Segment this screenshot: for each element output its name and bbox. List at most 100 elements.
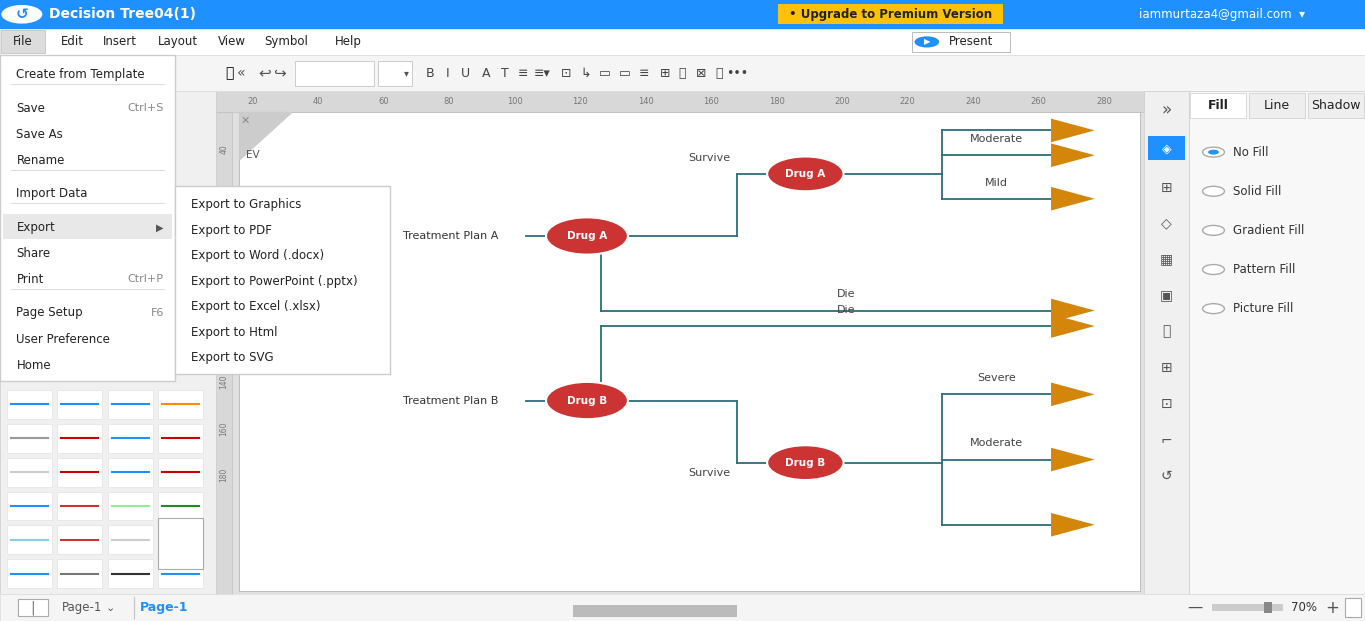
Text: 60: 60 (220, 191, 228, 201)
FancyBboxPatch shape (239, 112, 1140, 591)
Text: Survive: Survive (689, 468, 730, 478)
Polygon shape (239, 112, 293, 161)
Text: Decision Tree04(1): Decision Tree04(1) (49, 7, 197, 21)
Text: 40: 40 (220, 144, 228, 154)
Text: iammurtaza4@gmail.com  ▾: iammurtaza4@gmail.com ▾ (1138, 8, 1305, 20)
Text: 180: 180 (220, 468, 228, 483)
Circle shape (915, 36, 939, 48)
Circle shape (1203, 225, 1224, 235)
FancyBboxPatch shape (7, 560, 52, 588)
Text: Share: Share (16, 247, 51, 260)
FancyBboxPatch shape (0, 55, 175, 381)
Text: +: + (1325, 599, 1339, 617)
Text: Treatment Plan A: Treatment Plan A (403, 231, 498, 241)
FancyBboxPatch shape (7, 390, 52, 419)
Text: Solid Fill: Solid Fill (1233, 185, 1280, 197)
Text: Page-1: Page-1 (61, 601, 102, 614)
FancyBboxPatch shape (7, 458, 52, 487)
Polygon shape (1051, 448, 1095, 471)
Text: 280: 280 (1096, 97, 1112, 106)
FancyBboxPatch shape (216, 91, 1144, 594)
Text: ⊠: ⊠ (696, 67, 707, 79)
Text: ≡▾: ≡▾ (534, 67, 550, 79)
Text: 100: 100 (220, 281, 228, 296)
FancyBboxPatch shape (158, 518, 203, 569)
Circle shape (1203, 265, 1224, 274)
FancyBboxPatch shape (57, 390, 102, 419)
Text: T: T (501, 67, 509, 79)
Text: Print: Print (16, 273, 44, 286)
Text: ▾: ▾ (404, 68, 409, 78)
Text: 80: 80 (220, 237, 228, 247)
Text: No Fill: No Fill (1233, 146, 1268, 158)
FancyBboxPatch shape (158, 560, 203, 588)
FancyBboxPatch shape (57, 525, 102, 555)
Text: Export to Excel (.xlsx): Export to Excel (.xlsx) (191, 301, 321, 313)
Text: Moderate: Moderate (971, 438, 1022, 448)
Text: ▭: ▭ (599, 67, 610, 79)
Text: Export to PowerPoint (.pptx): Export to PowerPoint (.pptx) (191, 275, 358, 288)
FancyBboxPatch shape (232, 604, 1137, 618)
Circle shape (767, 156, 844, 191)
Text: 🔒: 🔒 (715, 67, 723, 79)
Text: Drug A: Drug A (566, 231, 607, 241)
FancyBboxPatch shape (0, 29, 1365, 55)
FancyBboxPatch shape (3, 214, 172, 239)
Text: 100: 100 (506, 97, 523, 106)
Text: ↺: ↺ (15, 7, 29, 22)
FancyBboxPatch shape (0, 594, 1365, 621)
Text: ▭: ▭ (620, 67, 631, 79)
FancyBboxPatch shape (7, 525, 52, 555)
FancyBboxPatch shape (1148, 136, 1185, 160)
Text: Severe: Severe (977, 373, 1016, 383)
FancyBboxPatch shape (295, 61, 374, 86)
Text: 200: 200 (834, 97, 850, 106)
Text: Gradient Fill: Gradient Fill (1233, 224, 1304, 237)
FancyBboxPatch shape (57, 560, 102, 588)
FancyBboxPatch shape (57, 458, 102, 487)
FancyBboxPatch shape (108, 492, 153, 520)
Text: Drug A: Drug A (785, 169, 826, 179)
Polygon shape (1051, 119, 1095, 142)
Polygon shape (1051, 187, 1095, 211)
Text: 120: 120 (572, 97, 588, 106)
FancyBboxPatch shape (108, 458, 153, 487)
Text: ⊞: ⊞ (1160, 361, 1173, 374)
Text: Home: Home (16, 359, 51, 371)
FancyBboxPatch shape (0, 0, 1365, 29)
Text: 80: 80 (444, 97, 455, 106)
Text: Export: Export (16, 221, 55, 233)
Text: Export to SVG: Export to SVG (191, 351, 274, 364)
Text: Ctrl+P: Ctrl+P (128, 274, 164, 284)
FancyBboxPatch shape (778, 4, 1003, 24)
Circle shape (1, 5, 42, 24)
Text: Picture Fill: Picture Fill (1233, 302, 1293, 315)
Text: ⊡: ⊡ (1160, 397, 1173, 410)
FancyBboxPatch shape (1144, 91, 1189, 594)
Text: 140: 140 (637, 97, 654, 106)
FancyBboxPatch shape (378, 61, 412, 86)
FancyBboxPatch shape (57, 492, 102, 520)
Text: ≡: ≡ (517, 67, 528, 79)
FancyBboxPatch shape (18, 599, 48, 616)
Text: ◇: ◇ (1162, 217, 1171, 230)
FancyBboxPatch shape (158, 458, 203, 487)
Text: Die: Die (837, 289, 856, 299)
Text: View: View (218, 35, 246, 48)
Text: Save As: Save As (16, 128, 63, 140)
FancyBboxPatch shape (216, 112, 232, 594)
Text: Line: Line (1264, 99, 1290, 112)
Text: Create from Template: Create from Template (16, 68, 145, 81)
FancyBboxPatch shape (1190, 93, 1246, 118)
Text: 260: 260 (1031, 97, 1047, 106)
Text: ⌄: ⌄ (106, 602, 115, 613)
Text: Pattern Fill: Pattern Fill (1233, 263, 1295, 276)
FancyBboxPatch shape (108, 525, 153, 555)
Text: ⊞: ⊞ (1160, 181, 1173, 194)
Text: «: « (238, 66, 246, 80)
Text: Shadow: Shadow (1310, 99, 1361, 112)
Text: 140: 140 (220, 374, 228, 389)
FancyBboxPatch shape (158, 424, 203, 453)
Text: •••: ••• (726, 67, 748, 79)
FancyBboxPatch shape (1249, 93, 1305, 118)
